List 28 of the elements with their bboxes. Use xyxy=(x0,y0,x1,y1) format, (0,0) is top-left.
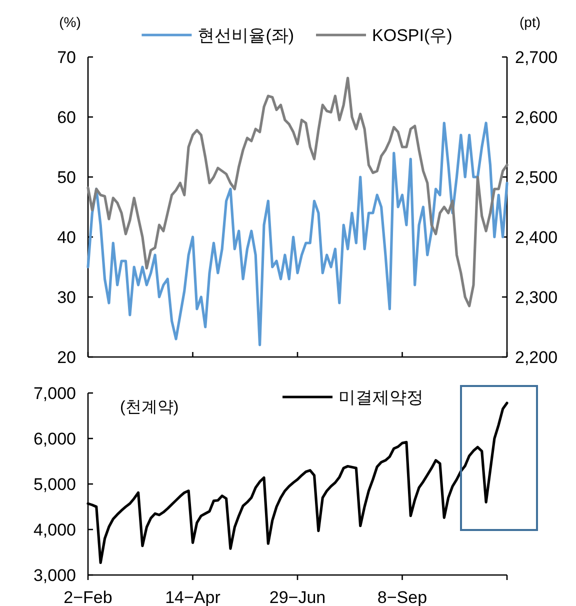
legend-label: 현선비율(좌) xyxy=(198,26,294,45)
y-axis-title: (%) xyxy=(59,14,81,30)
y-axis-title: (천계약) xyxy=(120,399,179,416)
x-tick-label: 2−Feb xyxy=(64,588,112,606)
y2-tick-label: 2,600 xyxy=(515,108,558,127)
y-tick-label: 5,000 xyxy=(33,475,76,494)
legend-label: 미결제약정 xyxy=(338,388,424,407)
y2-tick-label: 2,500 xyxy=(515,168,558,187)
line-series xyxy=(86,76,508,308)
line-series xyxy=(86,122,508,346)
y-tick-label: 60 xyxy=(57,108,76,127)
y-tick-label: 70 xyxy=(57,48,76,67)
y-tick-label: 7,000 xyxy=(33,384,76,403)
y2-tick-label: 2,400 xyxy=(515,228,558,247)
y-tick-label: 40 xyxy=(57,228,76,247)
x-tick-label: 29−Jun xyxy=(269,588,326,606)
y2-tick-label: 2,300 xyxy=(515,288,558,307)
y-tick-label: 4,000 xyxy=(33,520,76,540)
y2-tick-label: 2,200 xyxy=(515,348,558,367)
y-tick-label: 6,000 xyxy=(33,430,76,448)
y-tick-label: 20 xyxy=(57,348,76,367)
y-tick-label: 3,000 xyxy=(33,566,76,585)
y2-tick-label: 2,700 xyxy=(515,48,558,67)
y-tick-label: 30 xyxy=(57,288,76,307)
y-tick-label: 50 xyxy=(57,168,76,187)
legend-label: KOSPI(우) xyxy=(372,26,452,45)
legend: 미결제약정 xyxy=(282,388,424,407)
y2-axis-title: (pt) xyxy=(520,14,540,30)
